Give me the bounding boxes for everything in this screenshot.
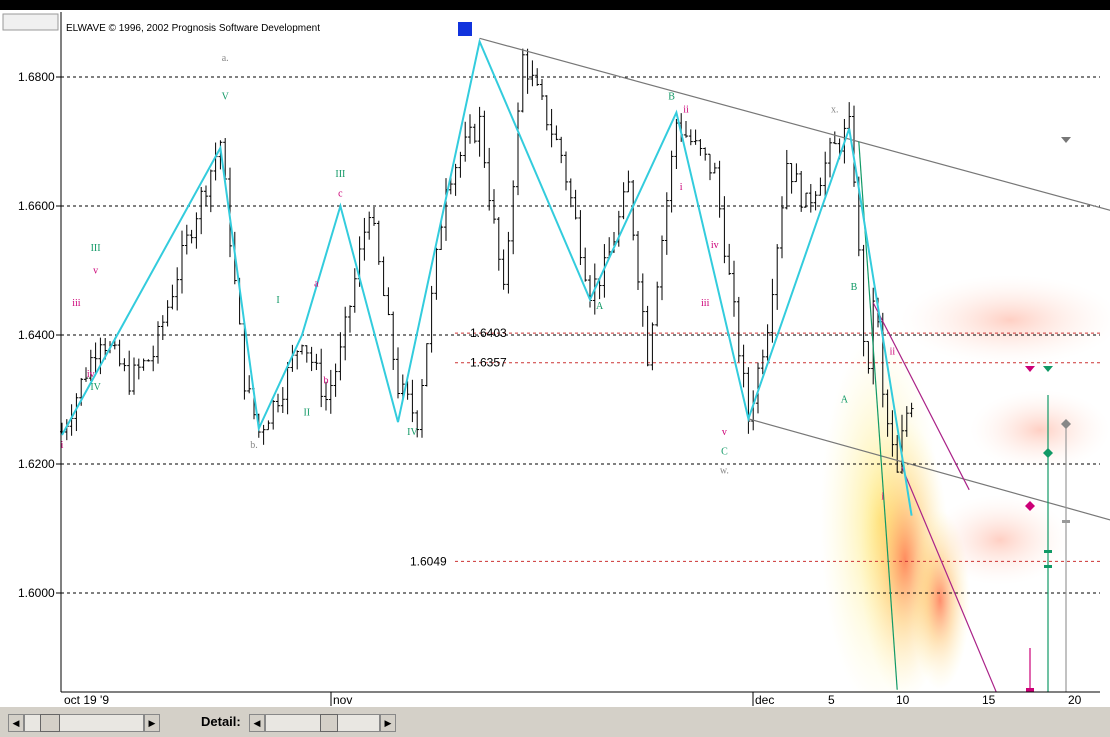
y-tick-label: 1.6800 (18, 70, 55, 84)
wave-label: iv (87, 369, 95, 380)
trendline (479, 37, 1110, 211)
price-level-label: 1.6049 (410, 554, 447, 568)
x-axis-area (61, 692, 1110, 706)
wave-label: C (721, 446, 728, 457)
x-axis-label: 5 (828, 693, 835, 706)
price-level-label: 1.6403 (470, 326, 507, 340)
wave-label: B (851, 282, 858, 293)
forecast-zone (820, 275, 1110, 706)
wave-label: v (722, 427, 727, 438)
detail-label: Detail: (201, 714, 241, 729)
wave-zigzag (61, 38, 913, 516)
wave-label: A (596, 301, 604, 312)
x-axis-label: dec (755, 693, 774, 706)
price-level-lines: 1.6403 1.6357 1.6049 (410, 326, 1100, 568)
price-level-label: 1.6357 (470, 356, 507, 370)
wave-label: i (61, 440, 64, 451)
wave-label: iv (711, 240, 719, 251)
detail-left-button[interactable]: ◀ (249, 714, 265, 732)
x-axis-label: 10 (896, 693, 910, 706)
wave-label: IV (407, 427, 418, 438)
wave-label: V (222, 92, 230, 103)
y-axis-area (0, 10, 61, 692)
wave-label: v (93, 266, 98, 277)
trendline (901, 466, 999, 697)
wave-label: c (338, 188, 343, 199)
wave-label: IV (90, 382, 101, 393)
title-strip (0, 0, 1110, 10)
y-tick-label: 1.6000 (18, 586, 55, 600)
wave-label: B (668, 92, 675, 103)
x-axis-labels: oct 19 '9 nov dec 5 10 15 20 (64, 692, 1082, 706)
navigation-bar: ◀ ▶ Detail: ◀ ▶ (0, 706, 1110, 737)
wave-label: iii (701, 298, 710, 309)
zigzag-line (61, 38, 913, 516)
detail-right-button[interactable]: ▶ (380, 714, 396, 732)
horizontal-gridlines (61, 76, 1100, 594)
scroll-left-button[interactable]: ◀ (8, 714, 24, 732)
wave-label: I (276, 295, 279, 306)
wave-label: a (314, 279, 319, 290)
trendline (872, 302, 970, 491)
wave-label: w. (720, 466, 729, 477)
time-scrollbar-thumb[interactable] (40, 714, 60, 732)
x-axis-label: nov (333, 693, 352, 706)
wave-label: III (91, 243, 101, 254)
wave-label: b. (250, 440, 258, 451)
wave-label: ii (683, 104, 689, 115)
wave-label: i (881, 491, 884, 502)
wave-label: a. (222, 53, 229, 64)
y-axis-ticks: 1.6800 1.6600 1.6400 1.6200 1.6000 (18, 70, 61, 600)
detail-slider-thumb[interactable] (320, 714, 338, 732)
wave-label: b (324, 375, 329, 386)
wave-label: ii (890, 346, 896, 357)
scroll-right-button[interactable]: ▶ (144, 714, 160, 732)
wave-label: A (841, 395, 849, 406)
x-axis-label: 20 (1068, 693, 1082, 706)
y-tick-label: 1.6400 (18, 328, 55, 342)
wave-top-marker[interactable] (458, 22, 472, 36)
wave-labels: iiiiivIVvIIIa.Vb.IIbIaIIIcIVABiiiiviiivC… (61, 53, 896, 503)
wave-label: II (303, 408, 310, 419)
x-axis-label: 15 (982, 693, 996, 706)
y-tick-label: 1.6600 (18, 199, 55, 213)
wave-label: III (335, 169, 345, 180)
wave-label: x. (831, 104, 839, 115)
target-markers (1025, 137, 1071, 692)
x-axis-label: oct 19 '9 (64, 693, 109, 706)
wave-label: i (680, 182, 683, 193)
wave-label: iii (72, 298, 81, 309)
trendline (748, 418, 1110, 521)
y-tick-label: 1.6200 (18, 457, 55, 471)
axis-corner-box (2, 13, 59, 31)
copyright-text: ELWAVE © 1996, 2002 Prognosis Software D… (66, 23, 320, 34)
